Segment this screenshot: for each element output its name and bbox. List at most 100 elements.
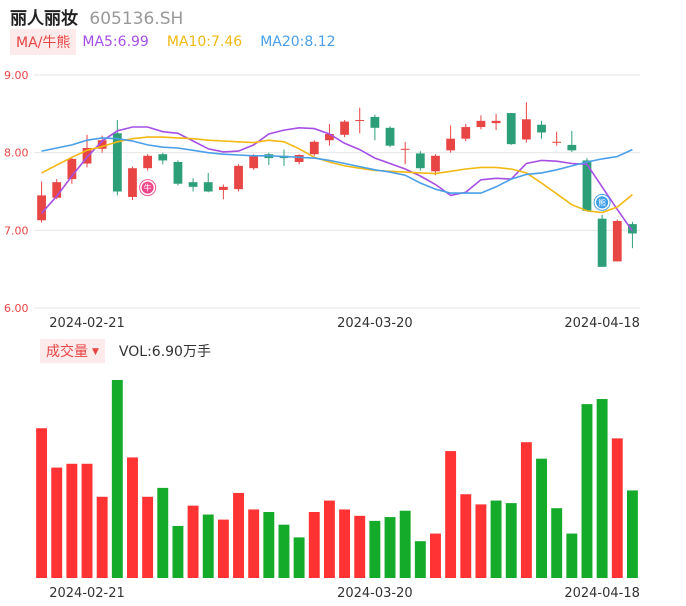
candle-body bbox=[143, 155, 153, 169]
candlestick bbox=[582, 158, 592, 211]
candlestick bbox=[355, 107, 365, 134]
candlestick bbox=[249, 154, 259, 170]
volume-bar bbox=[536, 458, 547, 578]
volume-bar bbox=[96, 496, 108, 578]
x-tick-label: 2024-02-21 bbox=[49, 586, 125, 601]
candle-body bbox=[340, 121, 349, 135]
candle-body bbox=[491, 120, 501, 124]
ma5-line bbox=[41, 126, 634, 232]
volume-bar bbox=[293, 537, 305, 578]
candlestick bbox=[628, 221, 637, 249]
candlestick bbox=[279, 149, 289, 166]
candlestick bbox=[461, 123, 471, 142]
candle-body bbox=[567, 144, 577, 151]
candlestick bbox=[400, 141, 410, 165]
volume-bar bbox=[278, 524, 290, 578]
candle-body bbox=[582, 160, 592, 211]
volume-chart: 2024-02-21 2024-03-20 2024-04-18 bbox=[36, 380, 640, 601]
candlestick bbox=[203, 172, 213, 193]
volume-bar bbox=[127, 457, 138, 578]
candlestick bbox=[385, 126, 395, 148]
candle-body bbox=[52, 182, 62, 198]
volume-bar bbox=[233, 492, 244, 578]
volume-bar bbox=[308, 512, 320, 578]
candle-body bbox=[537, 124, 546, 133]
candlestick bbox=[446, 125, 456, 153]
candle-body bbox=[552, 141, 562, 143]
volume-bar bbox=[142, 496, 154, 578]
volume-bar bbox=[248, 509, 260, 578]
volume-bar bbox=[369, 520, 381, 578]
candlestick bbox=[173, 160, 183, 186]
candle-body bbox=[294, 154, 304, 162]
volume-bar bbox=[172, 525, 184, 578]
candlestick bbox=[340, 120, 349, 138]
candle-body bbox=[188, 182, 198, 187]
candlestick bbox=[370, 114, 380, 141]
volume-bar bbox=[157, 487, 169, 578]
candle-body bbox=[325, 134, 334, 141]
candle-body bbox=[173, 161, 183, 184]
volume-bar bbox=[430, 533, 441, 578]
x-tick-label: 2024-04-18 bbox=[564, 316, 640, 331]
candlestick bbox=[37, 181, 46, 223]
candle-body bbox=[370, 116, 380, 128]
candlestick bbox=[521, 102, 531, 143]
candlestick bbox=[234, 164, 243, 192]
stock-name: 丽人丽妆 bbox=[10, 9, 78, 29]
candle-body bbox=[82, 148, 92, 164]
candlestick bbox=[143, 154, 153, 171]
volume-bar bbox=[566, 533, 578, 578]
candle-body bbox=[234, 165, 243, 190]
candle-body bbox=[612, 221, 622, 262]
candlestick bbox=[112, 120, 122, 196]
ma20-line bbox=[41, 137, 633, 194]
volume-bar bbox=[263, 512, 275, 578]
candlestick bbox=[294, 154, 304, 165]
y-tick-label: 6.00 bbox=[4, 302, 29, 315]
volume-bar bbox=[202, 514, 214, 578]
volume-bar bbox=[323, 500, 335, 578]
candle-body bbox=[37, 195, 46, 221]
candle-body bbox=[355, 120, 365, 122]
volume-bar bbox=[354, 515, 366, 578]
volume-indicator-tag[interactable]: 成交量 ▼ bbox=[40, 339, 105, 363]
candle-body bbox=[597, 218, 607, 267]
volume-bar bbox=[445, 451, 457, 578]
volume-bar bbox=[490, 500, 502, 578]
volume-bar bbox=[626, 490, 638, 578]
candlestick bbox=[128, 166, 137, 201]
volume-bar bbox=[36, 428, 48, 578]
candle-body bbox=[385, 127, 395, 146]
volume-value: VOL:6.90万手 bbox=[118, 344, 211, 360]
candle-body bbox=[112, 133, 122, 192]
candle-body bbox=[309, 141, 319, 155]
candle-body bbox=[400, 148, 410, 150]
candlestick bbox=[67, 156, 77, 184]
ma20-legend: MA20:8.12 bbox=[260, 34, 336, 50]
candlestick bbox=[597, 214, 607, 267]
stock-code: 605136.SH bbox=[89, 9, 184, 29]
volume-legend: 成交量 ▼ VOL:6.90万手 bbox=[40, 339, 211, 363]
volume-bar bbox=[611, 438, 623, 578]
candlestick bbox=[491, 113, 501, 131]
candle-body bbox=[128, 168, 137, 197]
candlestick bbox=[218, 184, 228, 200]
volume-bar bbox=[66, 463, 78, 578]
candlestick bbox=[567, 130, 577, 152]
ma-indicator-tag[interactable]: MA/牛熊 bbox=[10, 29, 77, 55]
ma10-legend: MA10:7.46 bbox=[166, 34, 243, 50]
ma5-legend: MA5:6.99 bbox=[82, 34, 149, 50]
volume-bar bbox=[384, 517, 396, 578]
candlestick bbox=[552, 131, 562, 146]
signal-marker bbox=[596, 196, 609, 209]
candlestick bbox=[476, 115, 486, 130]
candle-body bbox=[158, 154, 168, 161]
y-tick-label: 9.00 bbox=[4, 69, 29, 82]
x-tick-label: 2024-03-20 bbox=[337, 586, 413, 601]
candlestick bbox=[415, 151, 425, 171]
y-tick-label: 7.00 bbox=[4, 224, 29, 237]
candle-body bbox=[431, 155, 440, 172]
candlestick bbox=[158, 152, 168, 165]
candle-body bbox=[446, 138, 456, 151]
